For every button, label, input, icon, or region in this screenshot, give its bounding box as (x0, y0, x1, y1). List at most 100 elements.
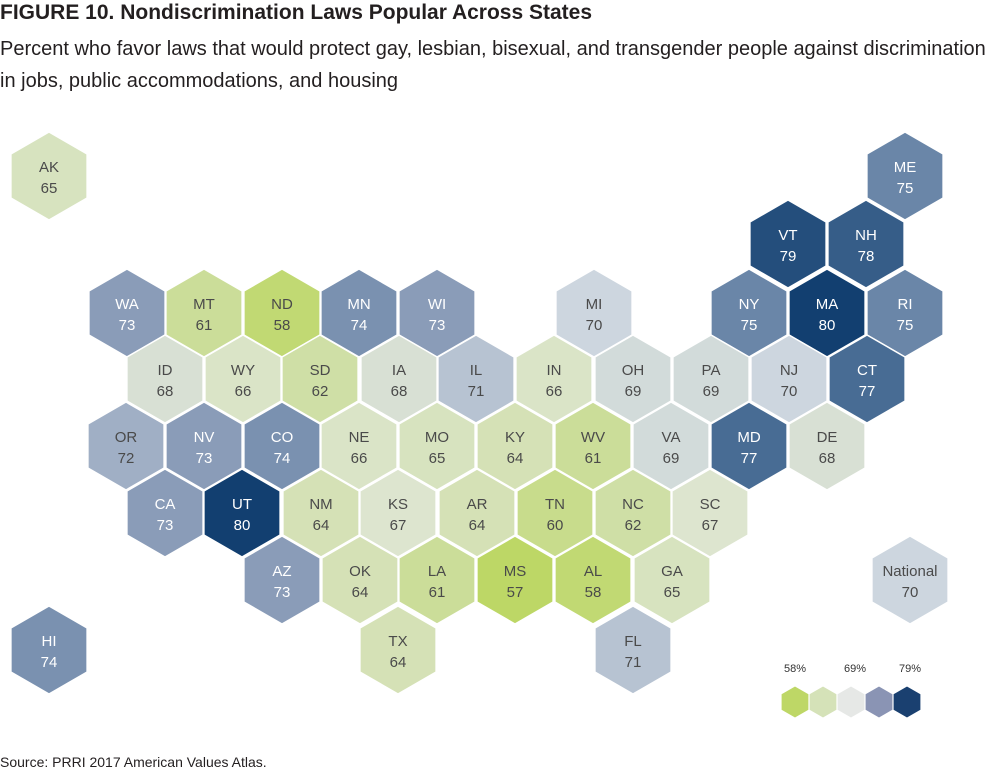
state-value-label: 66 (546, 383, 563, 400)
state-hex-nh: NH 78 (827, 199, 905, 289)
state-hex-hi: HI 74 (10, 605, 88, 695)
state-hex-shape (320, 401, 398, 491)
state-abbr-label: IA (392, 362, 406, 379)
state-value-label: 77 (859, 383, 876, 400)
state-hex-oh: OH 69 (594, 334, 672, 424)
state-value-label: 73 (196, 450, 213, 467)
state-value-label: 67 (702, 517, 719, 534)
state-value-label: 61 (585, 450, 602, 467)
state-value-label: 74 (274, 450, 291, 467)
state-abbr-label: MO (425, 429, 449, 446)
state-hex-vt: VT 79 (749, 199, 827, 289)
state-abbr-label: PA (702, 362, 721, 379)
state-value-label: 80 (234, 517, 251, 534)
state-abbr-label: NM (309, 496, 332, 513)
state-hex-shape (554, 401, 632, 491)
state-hex-national: National 70 (871, 535, 949, 625)
state-abbr-label: FL (624, 633, 642, 650)
state-hex-shape (204, 334, 282, 424)
state-hex-va: VA 69 (632, 401, 710, 491)
legend-swatch-1 (780, 685, 810, 719)
state-hex-shape (10, 605, 88, 695)
state-hex-shape (359, 468, 437, 558)
state-hex-nd: ND 58 (243, 268, 321, 358)
state-abbr-label: IL (470, 362, 483, 379)
state-value-label: 65 (41, 180, 58, 197)
state-hex-shape (871, 535, 949, 625)
state-abbr-label: IN (547, 362, 562, 379)
state-hex-layer: AK 65 ME 75 VT 79 NH 78 WA 73 MT 61 ND 58 MN 74 WI 73 MI 70… (10, 131, 949, 695)
state-value-label: 65 (429, 450, 446, 467)
state-hex-shape (243, 401, 321, 491)
state-value-label: 66 (235, 383, 252, 400)
state-abbr-label: AK (39, 159, 59, 176)
state-hex-shape (438, 468, 516, 558)
state-hex-shape (827, 199, 905, 289)
legend-swatch-2 (808, 685, 838, 719)
state-value-label: 64 (352, 584, 369, 601)
state-hex-shape (515, 334, 593, 424)
state-value-label: 64 (469, 517, 486, 534)
state-abbr-label: AZ (272, 563, 291, 580)
state-value-label: 62 (625, 517, 642, 534)
legend-label-low: 58% (784, 663, 806, 675)
state-value-label: 60 (547, 517, 564, 534)
state-hex-shape (359, 605, 437, 695)
state-abbr-label: OR (115, 429, 138, 446)
state-value-label: 71 (625, 654, 642, 671)
state-hex-az: AZ 73 (243, 535, 321, 625)
state-hex-ca: CA 73 (126, 468, 204, 558)
state-value-label: 57 (507, 584, 524, 601)
state-abbr-label: SC (700, 496, 721, 513)
state-abbr-label: WY (231, 362, 255, 379)
state-abbr-label: MS (504, 563, 527, 580)
legend-label-high: 79% (899, 663, 921, 675)
state-hex-shape (126, 468, 204, 558)
state-hex-shape (633, 535, 711, 625)
state-value-label: 67 (390, 517, 407, 534)
state-value-label: 58 (585, 584, 602, 601)
state-abbr-label: VT (778, 227, 797, 244)
state-value-label: 80 (819, 317, 836, 334)
state-value-label: 70 (902, 584, 919, 601)
state-hex-ok: OK 64 (321, 535, 399, 625)
state-abbr-label: AR (467, 496, 488, 513)
state-hex-ky: KY 64 (476, 401, 554, 491)
state-hex-id: ID 68 (126, 334, 204, 424)
state-hex-al: AL 58 (554, 535, 632, 625)
state-hex-shape (10, 131, 88, 221)
state-abbr-label: MA (816, 296, 839, 313)
state-value-label: 64 (507, 450, 524, 467)
state-hex-mi: MI 70 (555, 268, 633, 358)
state-abbr-label: AL (584, 563, 602, 580)
state-hex-shape (866, 131, 944, 221)
state-hex-shape (594, 605, 672, 695)
state-value-label: 68 (391, 383, 408, 400)
state-hex-sd: SD 62 (281, 334, 359, 424)
state-value-label: 73 (429, 317, 446, 334)
state-hex-shape (282, 468, 360, 558)
state-abbr-label: LA (428, 563, 446, 580)
state-hex-shape (749, 199, 827, 289)
state-hex-shape (788, 401, 866, 491)
state-hex-shape (321, 535, 399, 625)
state-hex-ak: AK 65 (10, 131, 88, 221)
state-hex-tn: TN 60 (516, 468, 594, 558)
state-hex-shape (165, 401, 243, 491)
state-abbr-label: GA (661, 563, 683, 580)
state-hex-nc: NC 62 (594, 468, 672, 558)
state-abbr-label: VA (662, 429, 681, 446)
state-hex-sc: SC 67 (671, 468, 749, 558)
state-hex-tx: TX 64 (359, 605, 437, 695)
state-abbr-label: MD (737, 429, 760, 446)
state-hex-ia: IA 68 (360, 334, 438, 424)
state-hex-shape (165, 268, 243, 358)
state-hex-shape (320, 268, 398, 358)
state-hex-ri: RI 75 (866, 268, 944, 358)
state-value-label: 77 (741, 450, 758, 467)
state-abbr-label: OH (622, 362, 645, 379)
state-abbr-label: ME (894, 159, 917, 176)
state-abbr-label: NJ (780, 362, 798, 379)
state-hex-wi: WI 73 (398, 268, 476, 358)
